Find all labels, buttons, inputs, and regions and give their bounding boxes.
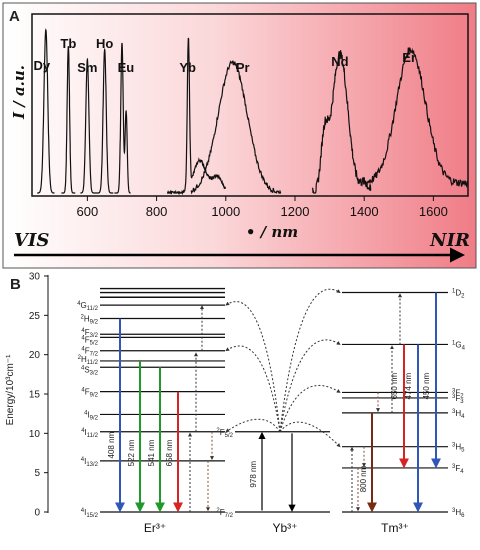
energy-level-label: 2H9/2 (81, 314, 99, 325)
energy-transfer-arrow (225, 345, 281, 432)
energy-level-label: 3F4 (452, 464, 464, 475)
peak-label: Yb (179, 60, 196, 75)
energy-level-label: 4S3/2 (81, 365, 99, 376)
transition-wavelength-label: 474 nm (404, 372, 413, 399)
spectrum-peak-curve (96, 47, 114, 194)
spectrum-frame (31, 13, 469, 197)
energy-transfer-arrow (279, 339, 341, 432)
x-tick-label: 1600 (419, 204, 448, 219)
transition-wavelength-label: 541 nm (147, 439, 156, 466)
er-energy-levels: 4I15/24I13/24I11/24I9/24F9/24S3/22H11/24… (77, 287, 225, 519)
panel-a-background (2, 2, 477, 269)
energy-tick-label: 5 (34, 468, 40, 479)
spectrum-peak-curve (61, 46, 76, 194)
spectrum-x-axis: 600 800 1000 1200 1400 1600 (77, 196, 448, 219)
energy-transfer-arrow (225, 418, 281, 433)
x-tick-label: 800 (146, 204, 168, 219)
peak-label: Tb (60, 36, 76, 51)
energy-level-label: 3F2 (452, 388, 464, 399)
transition-wavelength-label: 650 nm (390, 372, 399, 399)
energy-level-label: 2F7/2 (216, 508, 233, 519)
intensity-axis-label: I / a.u. (10, 65, 28, 120)
spectrum-peak-curve (114, 42, 131, 194)
spectrum-peak-curve (311, 50, 372, 194)
energy-level-label: 4I15/2 (81, 508, 99, 519)
spectrum-peak-curve (80, 57, 96, 194)
peak-label: Pr (236, 60, 250, 75)
energy-level-label: 1D2 (452, 289, 465, 300)
panel-a-letter: A (9, 8, 20, 25)
energy-level-label: 3H5 (452, 443, 465, 454)
energy-level-label: 4I9/2 (84, 410, 99, 421)
energy-tick-label: 30 (29, 272, 41, 283)
energy-level-label: 4F5/2 (81, 335, 98, 346)
energy-transfer-arrow (279, 384, 341, 432)
spectrum-peak-curve (37, 28, 55, 194)
spectrum-curves (37, 28, 469, 196)
yb-ion-label: Yb³⁺ (272, 521, 297, 535)
energy-level-label: 2H11/2 (78, 355, 99, 366)
energy-axis-label: Energy/10³cm⁻¹ (5, 354, 16, 426)
nir-region-label: NIR (429, 230, 470, 251)
energy-level-label: 4F7/2 (81, 347, 98, 358)
spectrum-peak-curve (190, 60, 282, 195)
peak-label: Sm (77, 60, 97, 75)
x-tick-label: 600 (77, 204, 99, 219)
wavelength-axis-label: • / nm (246, 223, 298, 241)
energy-level-label: 1G4 (452, 340, 466, 351)
vis-region-label: VIS (14, 230, 49, 251)
x-tick-label: 1200 (281, 204, 310, 219)
energy-level-label: 4F3/2 (81, 328, 98, 339)
peak-label: Er (402, 50, 416, 65)
spectrum-peak-curve (167, 37, 227, 196)
energy-axis-ticks: 0 5 10 15 20 25 30 (29, 272, 48, 519)
peak-label: Dy (34, 58, 51, 73)
energy-level-label: 2F5/2 (216, 428, 233, 439)
panel-b-letter: B (10, 276, 21, 293)
peak-label: Eu (118, 60, 135, 75)
transition-wavelength-label: 450 nm (422, 372, 431, 399)
energy-level-label: 4G11/2 (77, 301, 98, 312)
x-tick-label: 1400 (350, 204, 379, 219)
transition-arrows: 408 nm 522 nm 541 nm 658 nm 978 nm 650 nm 474 … (107, 288, 441, 513)
energy-transfer-arrow (225, 301, 281, 432)
energy-level-label: 4I13/2 (81, 457, 99, 468)
transition-wavelength-label: 658 nm (165, 439, 174, 466)
energy-level-label: 3H6 (452, 508, 465, 519)
x-tick-label: 1000 (211, 204, 240, 219)
energy-level-label: 4I11/2 (81, 428, 98, 439)
energy-transfer-arrow (279, 288, 341, 432)
energy-tick-label: 0 (34, 508, 40, 519)
panel-a: A I / a.u. 600 800 1000 1200 1400 1600 Dy TbSm… (2, 2, 477, 269)
yb-energy-levels: 2F7/2 2F5/2 (216, 428, 330, 519)
energy-tick-label: 15 (29, 390, 41, 401)
energy-level-label: 4F9/2 (81, 388, 98, 399)
energy-level-label: 3H4 (452, 409, 465, 420)
energy-tick-label: 20 (29, 350, 41, 361)
transition-wavelength-label: 800 nm (359, 465, 368, 492)
transition-wavelength-label: 408 nm (107, 431, 116, 458)
transition-wavelength-label: 978 nm (249, 461, 258, 488)
spectrum-peak-curve (363, 47, 469, 189)
er-ion-label: Er³⁺ (144, 521, 166, 535)
energy-transfer-arrow (279, 421, 341, 448)
peak-label: Nd (331, 54, 348, 69)
energy-tick-label: 25 (29, 311, 41, 322)
tm-ion-label: Tm³⁺ (381, 521, 409, 535)
panel-b: B Energy/10³cm⁻¹ 0 5 10 15 20 25 30 4I15/2 4I13… (5, 272, 466, 536)
energy-level-label: 3F3 (452, 394, 464, 405)
energy-tick-label: 10 (29, 429, 41, 440)
peak-label: Ho (96, 36, 113, 51)
transition-wavelength-label: 522 nm (127, 439, 136, 466)
